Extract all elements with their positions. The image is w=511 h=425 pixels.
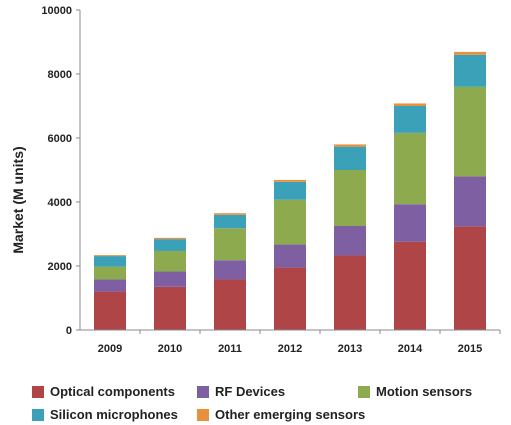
bar-segment-other-emerging-sensors-2011 [214, 213, 246, 215]
bar-segment-silicon-microphones-2010 [154, 239, 186, 251]
y-tick-label: 8000 [48, 69, 72, 81]
y-axis-title: Market (M units) [10, 146, 26, 253]
bar-segment-other-emerging-sensors-2014 [394, 103, 426, 106]
legend-label: Optical components [50, 384, 175, 399]
legend-item-other-emerging-sensors: Other emerging sensors [197, 407, 365, 422]
bar-segment-motion-sensors-2009 [94, 266, 126, 280]
legend-swatch [358, 385, 370, 398]
bar-segment-silicon-microphones-2011 [214, 214, 246, 229]
legend-item-rf-devices: RF Devices [197, 384, 285, 399]
legend-item-optical-components: Optical components [32, 384, 175, 399]
y-tick-label: 6000 [48, 133, 72, 145]
x-tick-label: 2009 [98, 343, 122, 355]
y-tick-label: 4000 [48, 197, 72, 209]
bar-segment-other-emerging-sensors-2010 [154, 237, 186, 240]
x-tick-label: 2013 [338, 343, 362, 355]
bar-segment-motion-sensors-2010 [154, 250, 186, 272]
bar-segment-optical-components-2014 [394, 241, 426, 330]
bar-segment-motion-sensors-2014 [394, 132, 426, 205]
bar-segment-optical-components-2010 [154, 286, 186, 330]
bar-segment-rf-devices-2015 [454, 176, 486, 227]
x-tick-label: 2012 [278, 343, 302, 355]
legend-item-silicon-microphones: Silicon microphones [32, 407, 178, 422]
y-tick-label: 0 [66, 325, 72, 337]
legend-item-motion-sensors: Motion sensors [358, 384, 472, 399]
bar-segment-other-emerging-sensors-2009 [94, 255, 126, 257]
x-tick-label: 2011 [218, 343, 242, 355]
bar-segment-rf-devices-2011 [214, 260, 246, 280]
bar-segment-silicon-microphones-2015 [454, 54, 486, 87]
legend-swatch [197, 408, 209, 421]
bar-segment-rf-devices-2010 [154, 271, 186, 287]
bar-segment-rf-devices-2013 [334, 226, 366, 256]
legend-label: RF Devices [215, 384, 286, 399]
bar-segment-motion-sensors-2013 [334, 170, 366, 226]
y-tick-label: 2000 [48, 261, 72, 273]
bar-segment-silicon-microphones-2012 [274, 181, 306, 200]
bar-segment-rf-devices-2014 [394, 204, 426, 242]
y-tick-label: 10000 [41, 5, 72, 17]
legend-label: Silicon microphones [50, 407, 178, 422]
bar-segment-silicon-microphones-2013 [334, 146, 366, 170]
bar-segment-optical-components-2009 [94, 291, 126, 330]
stacked-bar-chart: Market (M units) 0200040006000800010000 … [10, 5, 501, 355]
x-tick-label: 2015 [458, 343, 482, 355]
bar-segment-motion-sensors-2012 [274, 199, 306, 245]
bar-segment-rf-devices-2012 [274, 244, 306, 268]
legend-swatch [32, 408, 44, 421]
legend-swatch [197, 385, 209, 398]
bar-segment-optical-components-2011 [214, 279, 246, 330]
bar-segment-optical-components-2015 [454, 226, 486, 330]
legend: Optical components RF Devices Motion sen… [0, 372, 511, 425]
bar-segment-other-emerging-sensors-2012 [274, 179, 306, 182]
legend-label: Other emerging sensors [215, 407, 366, 422]
bar-segment-other-emerging-sensors-2013 [334, 144, 366, 147]
bar-segment-motion-sensors-2015 [454, 86, 486, 177]
legend-swatch [32, 385, 44, 398]
x-tick-label: 2010 [158, 343, 182, 355]
bar-segment-silicon-microphones-2014 [394, 106, 426, 133]
x-tick-label: 2014 [398, 343, 423, 355]
bar-segment-optical-components-2013 [334, 255, 366, 330]
bar-segment-other-emerging-sensors-2015 [454, 51, 486, 55]
bar-segment-rf-devices-2009 [94, 279, 126, 292]
bar-segment-motion-sensors-2011 [214, 228, 246, 261]
bar-segment-silicon-microphones-2009 [94, 256, 126, 267]
bar-segment-optical-components-2012 [274, 267, 306, 330]
legend-label: Motion sensors [376, 384, 473, 399]
